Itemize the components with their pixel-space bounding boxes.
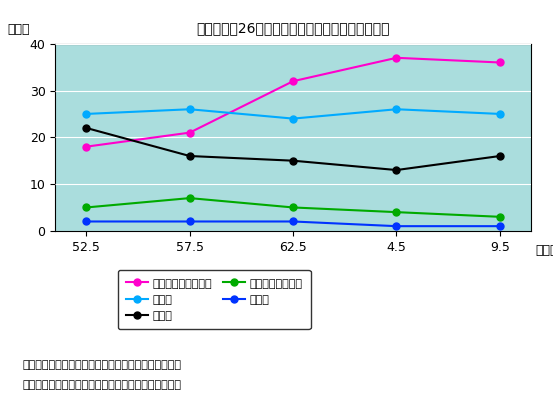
食生活 bbox=[83, 126, 90, 131]
Text: 「国民生活に関する世論調査」（総理府）により作成: 「国民生活に関する世論調査」（総理府）により作成 bbox=[22, 360, 181, 370]
レジャー・余暇生活 bbox=[186, 130, 193, 135]
Line: 衣生活: 衣生活 bbox=[83, 218, 503, 230]
住生活 bbox=[497, 111, 503, 116]
衣生活 bbox=[497, 224, 503, 228]
食生活 bbox=[186, 154, 193, 158]
Line: 住生活: 住生活 bbox=[83, 106, 503, 122]
Title: 第１－２－26図　今後、特に力を入れたい生活面: 第１－２－26図 今後、特に力を入れたい生活面 bbox=[196, 21, 390, 36]
耗久消費財（注） bbox=[83, 205, 90, 210]
レジャー・余暇生活 bbox=[393, 55, 400, 60]
耗久消費財（注） bbox=[290, 205, 296, 210]
衣生活 bbox=[83, 219, 90, 224]
耗久消費財（注） bbox=[186, 196, 193, 201]
住生活 bbox=[290, 116, 296, 121]
住生活 bbox=[83, 111, 90, 116]
レジャー・余暇生活 bbox=[497, 60, 503, 65]
住生活 bbox=[393, 107, 400, 111]
耗久消費財（注） bbox=[497, 215, 503, 219]
食生活 bbox=[393, 168, 400, 172]
衣生活 bbox=[393, 224, 400, 228]
レジャー・余暇生活 bbox=[290, 79, 296, 84]
食生活 bbox=[290, 158, 296, 163]
耗久消費財（注） bbox=[393, 210, 400, 215]
Text: （注）自動車、電気製品、家具などの耗久消費財の面: （注）自動車、電気製品、家具などの耗久消費財の面 bbox=[22, 380, 181, 390]
Line: 食生活: 食生活 bbox=[83, 125, 503, 174]
衣生活 bbox=[186, 219, 193, 224]
住生活 bbox=[186, 107, 193, 111]
Text: （％）: （％） bbox=[8, 23, 30, 36]
レジャー・余暇生活 bbox=[83, 144, 90, 149]
Text: （年）: （年） bbox=[536, 244, 553, 257]
Line: 耗久消費財（注）: 耗久消費財（注） bbox=[83, 195, 503, 220]
Legend: レジャー・余暇生活, 住生活, 食生活, 耗久消費財（注）, 衣生活: レジャー・余暇生活, 住生活, 食生活, 耗久消費財（注）, 衣生活 bbox=[118, 270, 311, 329]
衣生活 bbox=[290, 219, 296, 224]
食生活 bbox=[497, 154, 503, 158]
Line: レジャー・余暇生活: レジャー・余暇生活 bbox=[83, 55, 503, 150]
